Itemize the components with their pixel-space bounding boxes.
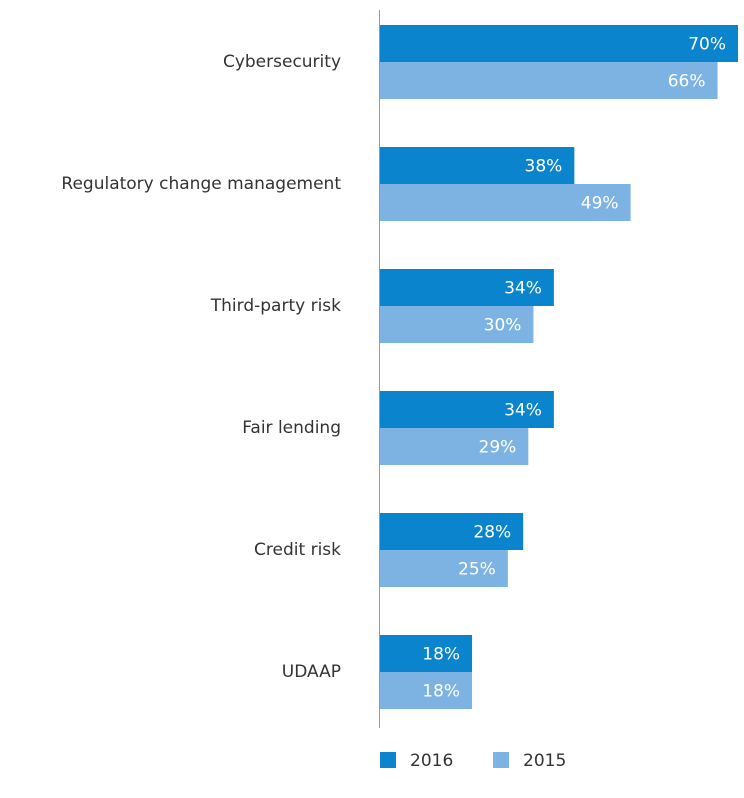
category-label: Cybersecurity [223,52,341,72]
value-label: 38% [525,157,563,177]
value-label: 34% [504,279,542,299]
bar [380,269,554,306]
value-label: 49% [581,194,619,214]
bar [380,672,473,709]
value-label: 28% [473,523,511,543]
value-label: 66% [668,72,706,92]
bar [380,147,575,184]
value-label: 34% [504,401,542,421]
value-label: 18% [422,645,460,665]
value-label: 70% [688,35,726,55]
legend-label: 2016 [410,751,453,771]
bar [380,184,631,221]
legend-swatch [380,752,396,768]
category-label: Regulatory change management [61,174,341,194]
bar [380,635,473,672]
category-label: Third-party risk [210,296,341,316]
category-label: Credit risk [254,540,341,560]
value-label: 29% [479,438,517,458]
bar [380,428,529,465]
legend-label: 2015 [523,751,566,771]
value-label: 18% [422,682,460,702]
legend-swatch [493,752,509,768]
bar [380,391,554,428]
category-label: Fair lending [242,418,341,438]
bar [380,513,524,550]
value-label: 25% [458,560,496,580]
category-label: UDAAP [282,662,341,682]
bar [380,25,738,62]
bar [380,306,534,343]
value-label: 30% [484,316,522,336]
bar [380,550,508,587]
bar [380,62,718,99]
